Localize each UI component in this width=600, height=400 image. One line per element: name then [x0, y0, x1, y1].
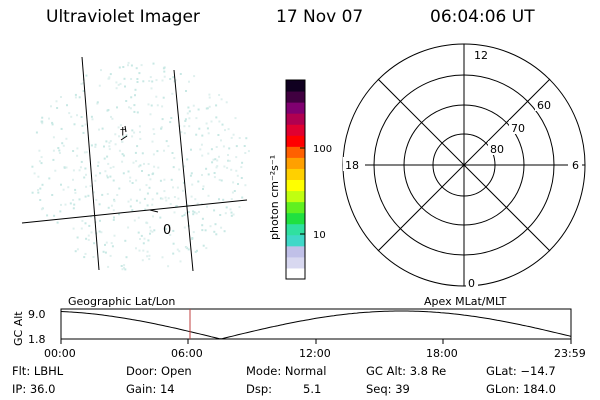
coast-mark-b: 0	[163, 223, 171, 238]
instrument-title: Ultraviolet Imager	[46, 7, 200, 27]
colorbar-cell	[286, 190, 305, 203]
date-label: 17 Nov 07	[276, 7, 364, 27]
colorbar-cell	[286, 267, 305, 280]
timeline-left-label: Geographic Lat/Lon	[68, 295, 175, 308]
colorbar-frame	[285, 79, 306, 280]
seq-info: Seq: 39	[366, 382, 410, 396]
meridian-line-right	[173, 69, 194, 272]
meridian-line-left	[81, 56, 100, 271]
dsp-value: 5.1	[303, 382, 322, 396]
dsp-label: Dsp:	[246, 382, 273, 396]
colorbar-cell	[286, 146, 305, 158]
colorbar-units: photon cm⁻²s⁻¹	[268, 155, 281, 240]
glon-info: GLon: 184.0	[486, 382, 556, 396]
colorbar-cell	[286, 223, 305, 236]
time-label: 06:04:06 UT	[430, 7, 535, 27]
colorbar-cell	[286, 212, 305, 225]
colorbar-cell	[286, 234, 305, 247]
door-info: Door: Open	[126, 364, 192, 378]
colorbar-tick-label-10: 10	[313, 230, 326, 241]
colorbar-cell	[286, 168, 305, 180]
lat-label-80: 80	[490, 143, 504, 156]
x-tick-0000: 00:00	[44, 347, 76, 360]
colorbar-cell	[286, 157, 305, 169]
colorbar-cell	[286, 113, 305, 125]
parallel-line	[21, 199, 248, 224]
gc-alt-info: GC Alt: 3.8 Re	[366, 364, 447, 378]
polar-grid	[342, 43, 586, 287]
altitude-curve	[60, 310, 572, 340]
colorbar-cell	[286, 124, 305, 136]
mlt-label-0: 0	[468, 277, 475, 290]
timeline-frame	[60, 308, 572, 340]
x-tick-2359: 23:59	[554, 347, 586, 360]
colorbar-cell	[286, 245, 305, 258]
mode-info: Mode: Normal	[246, 364, 327, 378]
filter-info: Flt: LBHL	[12, 364, 64, 378]
coast-mark-a: †	[120, 125, 126, 138]
mlt-label-6: 6	[572, 159, 579, 172]
colorbar-cell	[286, 102, 305, 114]
colorbar-cell	[286, 135, 305, 147]
lat-lon-grid	[21, 56, 248, 272]
ip-info: IP: 36.0	[12, 382, 56, 396]
gain-info: Gain: 14	[126, 382, 175, 396]
timeline-right-label: Apex MLat/MLT	[424, 295, 507, 308]
x-tick-1200: 12:00	[299, 347, 331, 360]
colorbar-cell	[286, 91, 305, 103]
x-tick-1800: 18:00	[426, 347, 458, 360]
y-tick-bottom: 1.8	[28, 333, 46, 346]
colorbar-cell	[286, 80, 305, 92]
colorbar-tick-label-100: 100	[313, 144, 332, 155]
lat-label-60: 60	[537, 99, 551, 112]
colorbar-cell	[286, 256, 305, 269]
timeline-axis-title: GC Alt	[12, 311, 25, 346]
timeline-ticks	[60, 339, 572, 344]
mlt-label-12: 12	[474, 49, 488, 62]
y-tick-top: 9.0	[28, 308, 46, 321]
auroral-image-pixels	[31, 61, 250, 271]
coastline-fragments	[120, 125, 159, 213]
colorbar-cell	[286, 179, 305, 192]
mlt-label-18: 18	[345, 159, 359, 172]
x-tick-0600: 06:00	[171, 347, 203, 360]
colorbar-cell	[286, 201, 305, 214]
polar-diagonal-b	[377, 78, 551, 252]
lat-label-70: 70	[511, 122, 525, 135]
glat-info: GLat: −14.7	[486, 364, 556, 378]
colorbar	[286, 80, 305, 280]
